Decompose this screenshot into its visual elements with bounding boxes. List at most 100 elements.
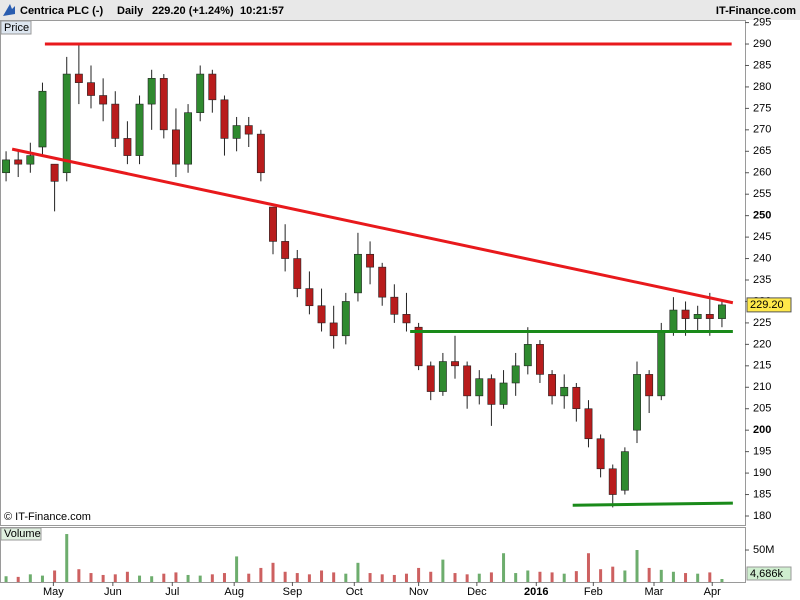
volume-bar	[380, 574, 384, 582]
volume-bar	[295, 573, 299, 582]
volume-bar	[40, 575, 44, 582]
candle-body	[693, 314, 702, 319]
y-tick-label: 265	[753, 145, 771, 157]
candle-body	[244, 125, 253, 135]
x-tick-label: Oct	[346, 586, 363, 598]
candle-body	[366, 253, 375, 268]
volume-bar	[404, 573, 408, 582]
candle-body	[669, 309, 678, 332]
volume-bar	[150, 576, 154, 582]
y-tick-label: 245	[753, 231, 771, 243]
y-tick-label: 280	[753, 81, 771, 93]
y-tick-label: 295	[753, 16, 771, 28]
candle-body	[99, 95, 108, 105]
candle-body	[523, 344, 532, 367]
volume-bar	[647, 567, 651, 582]
volume-bar	[586, 553, 590, 582]
candle-body	[159, 78, 168, 131]
y-tick-label: 250	[753, 210, 771, 222]
volume-bar	[247, 573, 251, 582]
x-tick-label: 2016	[524, 586, 548, 598]
volume-bar	[113, 574, 117, 582]
price-panel	[0, 20, 746, 526]
volume-bar	[611, 566, 615, 582]
volume-bar	[186, 574, 190, 582]
candle-body	[620, 451, 629, 491]
candle-body	[475, 378, 484, 397]
y-tick-label: 270	[753, 124, 771, 136]
candle-body	[511, 365, 520, 384]
last-price-label: 229.20	[750, 299, 784, 311]
candle-body	[633, 374, 641, 431]
volume-bar	[198, 575, 202, 582]
y-tick-label: 240	[753, 252, 771, 264]
volume-bar	[65, 534, 69, 582]
candle-body	[232, 125, 241, 139]
candle-body	[74, 73, 83, 83]
volume-bar	[222, 573, 226, 582]
volume-bar	[307, 574, 311, 582]
trendline	[572, 501, 733, 507]
volume-bar	[684, 573, 688, 582]
x-tick-label: Aug	[224, 586, 244, 598]
candle-body	[718, 304, 726, 319]
volume-bar	[125, 571, 129, 582]
volume-bar	[4, 576, 8, 582]
volume-bar	[514, 573, 518, 582]
y-tick-label: 200	[753, 424, 771, 436]
y-tick-label: 215	[753, 360, 771, 372]
last-volume-label: 4,686k	[750, 568, 784, 580]
header-price: 229.20 (+1.24%)	[152, 5, 234, 17]
candle-body	[220, 99, 229, 139]
y-tick-label: 220	[753, 338, 771, 350]
candle-body	[426, 365, 435, 392]
volume-bar	[502, 553, 506, 582]
volume-bar	[28, 574, 32, 582]
volume-bar	[708, 572, 712, 582]
candle-body	[657, 331, 666, 397]
volume-bar	[320, 570, 324, 582]
volume-bar	[599, 569, 603, 582]
x-tick-label: Apr	[704, 586, 721, 598]
candle-body	[438, 361, 447, 392]
y-tick-label: 180	[753, 510, 771, 522]
candle-body	[2, 159, 11, 174]
x-tick-label: Sep	[283, 586, 303, 598]
candle-body	[123, 138, 132, 156]
candle-body	[548, 374, 557, 397]
candle-body	[499, 382, 508, 405]
y-tick-label: 235	[753, 274, 771, 286]
candle-body	[208, 73, 217, 101]
volume-bar	[538, 571, 542, 582]
candle-body	[608, 468, 617, 495]
volume-tick-label: 50M	[753, 544, 774, 556]
candle-body	[14, 159, 23, 165]
candle-body	[135, 103, 144, 156]
header-bar	[0, 0, 800, 20]
x-tick-label: Feb	[584, 586, 603, 598]
candle-body	[402, 314, 411, 324]
candle-body	[645, 374, 654, 397]
candle-body	[536, 344, 544, 375]
volume-bar	[53, 570, 57, 582]
price-label-box	[0, 20, 32, 35]
volume-bar	[101, 574, 105, 582]
volume-bar	[138, 575, 142, 582]
x-tick-label: May	[43, 586, 64, 598]
candle-body	[353, 253, 362, 294]
header-period: Daily	[117, 5, 144, 17]
volume-bar	[720, 579, 724, 582]
y-tick-label: 205	[753, 403, 771, 415]
candle-body	[38, 90, 47, 148]
y-tick-label: 225	[753, 317, 771, 329]
candle-body	[414, 326, 423, 367]
volume-bar	[392, 574, 396, 582]
candle-body	[50, 163, 59, 182]
volume-label-box	[0, 527, 42, 541]
y-tick-label: 210	[753, 381, 771, 393]
volume-bar	[259, 567, 263, 582]
y-tick-label: 255	[753, 188, 771, 200]
last-volume-box	[746, 566, 792, 581]
candle-body	[705, 314, 714, 319]
